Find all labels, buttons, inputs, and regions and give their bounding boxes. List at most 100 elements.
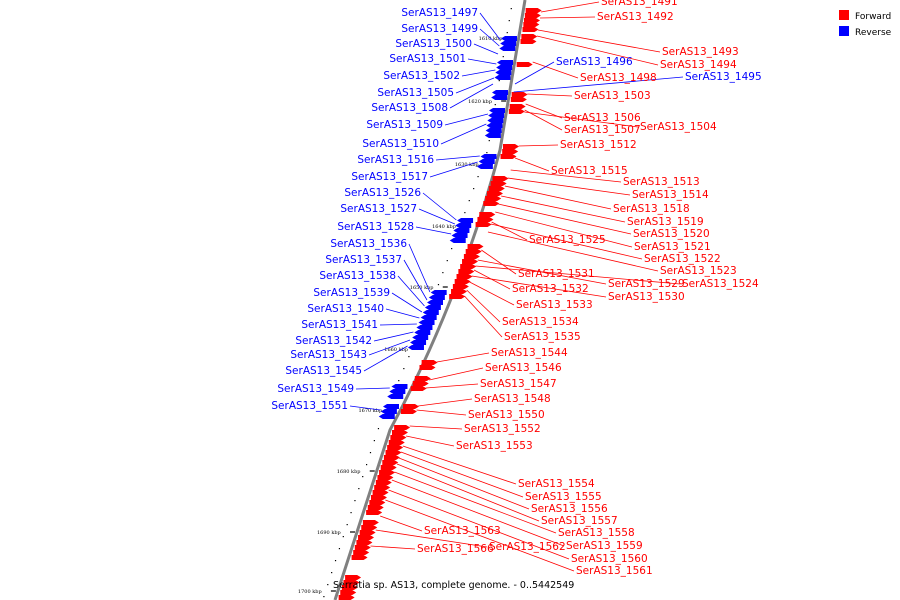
- reverse-leader-line: [514, 61, 555, 85]
- forward-gene-arrow: [358, 535, 375, 540]
- reverse-gene-arrow: [488, 113, 505, 118]
- forward-gene-arrow: [500, 154, 517, 159]
- forward-leader-line: [507, 177, 631, 196]
- forward-gene-label: SerAS13_1555: [525, 491, 602, 503]
- minor-tick: [346, 524, 348, 526]
- minor-tick: [362, 476, 364, 478]
- reverse-leader-line: [385, 308, 420, 319]
- minor-tick: [366, 464, 368, 466]
- forward-leader-line: [510, 169, 622, 183]
- forward-gene-arrow: [510, 97, 527, 102]
- forward-gene-label: SerAS13_1558: [558, 527, 635, 539]
- reverse-gene-arrow: [496, 65, 513, 70]
- minor-tick: [446, 260, 448, 262]
- minor-tick: [373, 440, 375, 442]
- forward-gene-arrow: [385, 450, 402, 455]
- reverse-gene-arrow: [457, 218, 474, 223]
- scale-tick-label: 1700 kbp: [298, 589, 322, 595]
- minor-tick: [508, 20, 510, 22]
- reverse-gene-arrow: [453, 228, 470, 233]
- reverse-gene-arrow: [422, 310, 439, 315]
- scale-tick-label: 1690 kbp: [317, 530, 341, 536]
- minor-tick: [473, 188, 475, 190]
- forward-leader-line: [475, 265, 681, 285]
- reverse-gene-arrow: [500, 41, 517, 46]
- forward-leader-line: [398, 457, 530, 510]
- forward-gene-arrow: [375, 480, 392, 485]
- forward-gene-arrow: [525, 8, 542, 13]
- reverse-leader-line: [397, 275, 425, 307]
- forward-gene-label: SerAS13_1504: [640, 121, 717, 133]
- forward-gene-arrow: [383, 455, 400, 460]
- forward-leader-line: [540, 1, 600, 13]
- reverse-gene-label: SerAS13_1526: [344, 187, 421, 199]
- reverse-gene-arrow: [495, 70, 512, 75]
- reverse-gene-arrow: [391, 384, 408, 389]
- minor-tick: [358, 488, 360, 490]
- reverse-gene-label: SerAS13_1537: [325, 254, 402, 266]
- reverse-gene-label: SerAS13_1542: [295, 335, 372, 347]
- reverse-gene-arrow: [380, 409, 397, 414]
- reverse-leader-line: [429, 161, 478, 178]
- forward-gene-arrow: [362, 520, 379, 525]
- forward-gene-label: SerAS13_1534: [502, 316, 579, 328]
- forward-leader-line: [514, 157, 550, 172]
- forward-gene-arrow: [475, 222, 492, 227]
- forward-gene-label: SerAS13_1524: [682, 278, 759, 290]
- forward-gene-label: SerAS13_1535: [504, 331, 581, 343]
- minor-tick: [331, 572, 333, 574]
- forward-gene-arrow: [462, 259, 479, 264]
- forward-gene-arrow: [414, 376, 431, 381]
- reverse-gene-label: SerAS13_1495: [685, 71, 762, 83]
- forward-gene-label: SerAS13_1563: [424, 525, 501, 537]
- reverse-gene-arrow: [414, 330, 431, 335]
- minor-tick: [477, 176, 479, 178]
- forward-gene-label: SerAS13_1522: [644, 253, 721, 265]
- forward-gene-label: SerAS13_1493: [662, 46, 739, 58]
- reverse-gene-arrow: [487, 118, 504, 123]
- reverse-gene-arrow: [389, 389, 406, 394]
- forward-gene-arrow: [359, 530, 376, 535]
- reverse-leader-line: [422, 192, 457, 221]
- reverse-gene-label: SerAS13_1497: [401, 7, 478, 19]
- forward-gene-arrow: [382, 460, 399, 465]
- forward-gene-label: SerAS13_1559: [566, 540, 643, 552]
- minor-tick: [486, 152, 488, 154]
- reverse-leader-line: [479, 12, 501, 41]
- forward-gene-arrow: [369, 500, 386, 505]
- forward-gene-label: SerAS13_1533: [516, 299, 593, 311]
- forward-leader-line: [396, 463, 540, 522]
- reverse-gene-arrow: [476, 164, 493, 169]
- reverse-gene-arrow: [420, 315, 437, 320]
- reverse-gene-arrow: [428, 295, 445, 300]
- forward-gene-label: SerAS13_1548: [474, 393, 551, 405]
- scale-tick-label: 1640 kbp: [432, 224, 456, 230]
- reverse-gene-label: SerAS13_1509: [366, 119, 443, 131]
- forward-gene-label: SerAS13_1531: [518, 268, 595, 280]
- forward-gene-arrow: [451, 289, 468, 294]
- forward-gene-label: SerAS13_1529: [608, 278, 685, 290]
- forward-gene-arrow: [521, 34, 538, 39]
- reverse-gene-arrow: [484, 133, 501, 138]
- reverse-leader-line: [461, 69, 496, 77]
- reverse-gene-label: SerAS13_1516: [357, 154, 434, 166]
- reverse-gene-label: SerAS13_1541: [301, 319, 378, 331]
- forward-leader-line: [518, 144, 559, 147]
- forward-gene-arrow: [502, 149, 519, 154]
- forward-gene-label: SerAS13_1512: [560, 139, 637, 151]
- forward-gene-label: SerAS13_1552: [464, 423, 541, 435]
- reverse-gene-label: SerAS13_1543: [290, 349, 367, 361]
- scale-tick-label: 1630 kbp: [455, 162, 479, 168]
- forward-gene-arrow: [410, 386, 427, 391]
- reverse-gene-arrow: [486, 123, 503, 128]
- minor-tick: [488, 140, 490, 142]
- forward-gene-label: SerAS13_1514: [632, 189, 709, 201]
- forward-gene-label: SerAS13_1521: [634, 241, 711, 253]
- forward-gene-arrow: [366, 510, 383, 515]
- scale-tick-label: 1670 kbp: [358, 408, 382, 414]
- forward-leader-line: [409, 425, 463, 430]
- forward-leader-line: [394, 471, 557, 534]
- reverse-gene-arrow: [494, 75, 511, 80]
- forward-leader-line: [504, 185, 612, 210]
- forward-leader-line: [525, 103, 563, 119]
